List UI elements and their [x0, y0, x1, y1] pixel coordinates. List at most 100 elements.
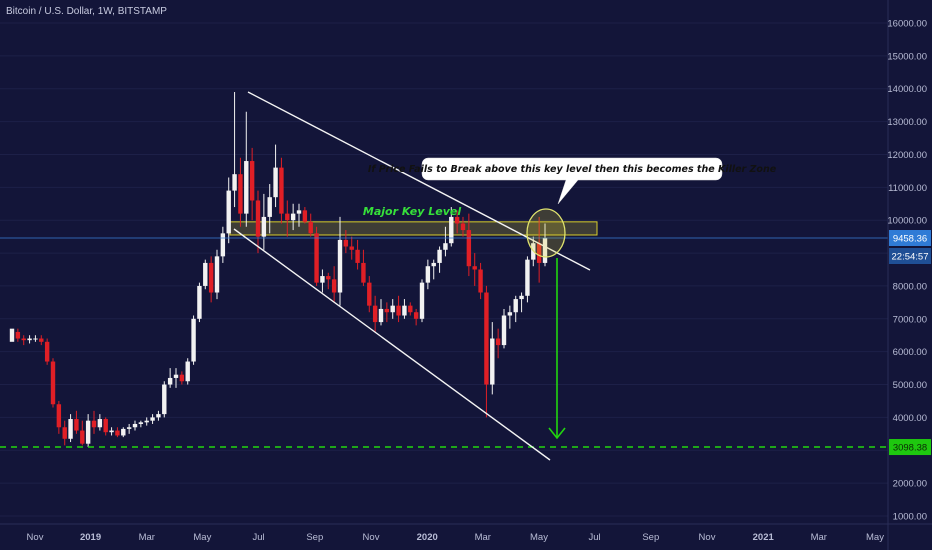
candle-body	[337, 239, 343, 293]
x-tick-label: 2020	[417, 532, 438, 543]
y-tick-label: 7000.00	[893, 314, 927, 325]
candle-body	[361, 262, 366, 283]
x-tick-label: May	[866, 532, 884, 543]
candle-body	[138, 422, 144, 424]
x-tick-label: 2021	[753, 532, 775, 543]
candle-body	[484, 292, 489, 385]
candle-body	[255, 200, 261, 237]
candle-body	[244, 161, 249, 214]
y-tick-label: 6000.00	[893, 347, 927, 358]
y-tick-label: 12000.00	[887, 150, 927, 161]
x-tick-label: Mar	[811, 532, 827, 543]
candle-body	[15, 331, 21, 339]
x-tick-label: Nov	[363, 532, 380, 543]
candle-body	[267, 197, 272, 217]
candle-body	[238, 174, 243, 214]
candle-body	[384, 308, 390, 313]
candle-body	[261, 216, 267, 237]
current-price-tag	[889, 230, 931, 247]
chart-title: Bitcoin / U.S. Dollar, 1W, BITSTAMP	[6, 6, 167, 17]
candle-body	[167, 377, 173, 385]
candle-body	[162, 384, 167, 415]
candle-body	[343, 239, 349, 247]
candle-body	[542, 237, 548, 263]
candle-body	[367, 282, 372, 306]
candle-body	[91, 420, 97, 428]
candle-body	[103, 419, 108, 433]
candle-body	[21, 338, 26, 341]
candle-body	[525, 259, 530, 296]
channel-lower-line	[233, 228, 551, 461]
y-tick-label: 15000.00	[887, 51, 927, 62]
candle-body	[44, 341, 50, 362]
y-tick-label: 16000.00	[887, 19, 927, 30]
candle-body	[308, 221, 313, 234]
grid	[0, 22, 888, 517]
x-tick-label: Sep	[306, 532, 323, 543]
candle-body	[314, 233, 319, 283]
support-price-tag-text: 3098.38	[893, 443, 927, 454]
candle-body	[208, 262, 214, 293]
candle-body	[478, 269, 483, 293]
x-tick-label: Mar	[139, 532, 155, 543]
y-tick-label: 10000.00	[887, 216, 927, 227]
candle-body	[185, 361, 190, 382]
support-price-tag	[889, 439, 931, 456]
rejection-circle	[526, 208, 566, 258]
countdown-tag	[889, 248, 931, 265]
candle-body	[460, 223, 466, 231]
y-tick-label: 4000.00	[893, 413, 927, 424]
y-tick-label: 2000.00	[893, 479, 927, 490]
candle-body	[191, 318, 196, 362]
candle-body	[56, 404, 62, 428]
candle-body	[68, 419, 73, 439]
candle-body	[80, 430, 85, 444]
callout-bubble	[421, 157, 723, 205]
candle-body	[378, 308, 384, 323]
candle-body	[249, 161, 255, 201]
candle-body	[326, 276, 331, 280]
current-price-tag-text: 9458.36	[893, 234, 927, 245]
x-tick-label: Mar	[475, 532, 491, 543]
candle-body	[50, 361, 56, 405]
candle-body	[390, 305, 395, 313]
candle-body	[443, 243, 448, 250]
time-axis: Nov 2019 Mar May Jul Sep Nov 2020 Mar May Jul Sep No…	[0, 523, 932, 543]
x-tick-label: Nov	[699, 532, 716, 543]
candle-body	[402, 305, 407, 316]
candle-body	[173, 374, 179, 378]
candle-body	[490, 338, 495, 385]
candle-body	[179, 374, 185, 382]
candle-body	[150, 417, 155, 421]
candle-body	[214, 256, 220, 293]
candle-body	[156, 414, 161, 418]
countdown-tag-text: 22:54:57	[892, 252, 929, 263]
candle-body	[472, 266, 477, 270]
candle-body	[408, 305, 413, 313]
candle-body	[449, 216, 454, 244]
target-arrow-head	[548, 427, 566, 440]
candle-body	[197, 285, 202, 319]
candle-body	[331, 279, 337, 293]
candle-body	[132, 423, 138, 428]
candle-body	[121, 428, 126, 436]
candle-body	[437, 249, 442, 263]
candle-body	[513, 299, 518, 313]
x-tick-label: Jul	[588, 532, 600, 543]
overlay-drawings: If Price Fails to Break above this key l…	[0, 91, 888, 461]
candle-body	[62, 427, 67, 439]
candle-body	[220, 233, 226, 257]
candle-body	[285, 213, 290, 221]
y-tick-label: 8000.00	[893, 281, 927, 292]
candle-body	[144, 420, 149, 423]
x-tick-label: May	[193, 532, 211, 543]
y-tick-label: 1000.00	[893, 512, 927, 523]
candle-body	[9, 328, 15, 342]
candle-body	[279, 167, 284, 214]
candle-body	[519, 295, 524, 300]
candle-body	[126, 427, 132, 429]
channel-upper-line	[247, 91, 591, 271]
candle-body	[226, 190, 231, 234]
price-axis: 1000.002000.003000.004000.005000.006000.…	[887, 0, 931, 550]
